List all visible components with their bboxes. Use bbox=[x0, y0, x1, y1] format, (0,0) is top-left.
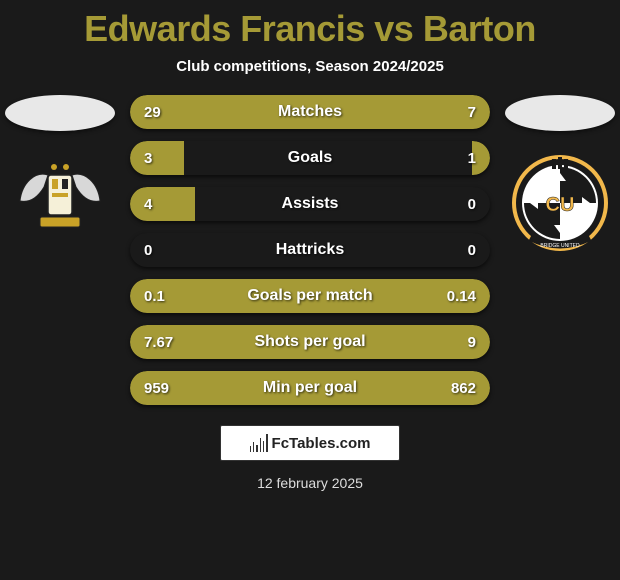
stat-row: 4 Assists 0 bbox=[130, 187, 490, 221]
stat-value-right: 0 bbox=[468, 187, 476, 221]
left-club-crest bbox=[10, 153, 110, 253]
chart-bar bbox=[263, 441, 264, 452]
svg-text:CU: CU bbox=[546, 194, 575, 216]
comparison-area: CU BRIDGE UNITED 29 Matches 7 3 Goals 1 … bbox=[0, 95, 620, 405]
stat-value-right: 7 bbox=[468, 95, 476, 129]
right-player-column: CU BRIDGE UNITED bbox=[500, 95, 620, 253]
stats-list: 29 Matches 7 3 Goals 1 4 Assists 0 0 Hat… bbox=[130, 95, 490, 405]
brand-badge[interactable]: FcTables.com bbox=[220, 425, 400, 461]
stat-value-right: 1 bbox=[468, 141, 476, 175]
stat-label: Assists bbox=[130, 187, 490, 221]
right-club-crest: CU BRIDGE UNITED bbox=[510, 153, 610, 253]
stat-row: 3 Goals 1 bbox=[130, 141, 490, 175]
svg-text:BRIDGE UNITED: BRIDGE UNITED bbox=[540, 243, 580, 249]
brand-text: FcTables.com bbox=[272, 435, 371, 452]
chart-bar bbox=[256, 445, 257, 452]
stat-value-right: 0 bbox=[468, 233, 476, 267]
stat-label: Hattricks bbox=[130, 233, 490, 267]
stat-label: Shots per goal bbox=[130, 325, 490, 359]
stat-value-right: 9 bbox=[468, 325, 476, 359]
player-ellipse-right bbox=[505, 95, 615, 131]
stat-label: Min per goal bbox=[130, 371, 490, 405]
chart-bar bbox=[253, 442, 254, 452]
date-text: 12 february 2025 bbox=[0, 475, 620, 491]
player-ellipse-left bbox=[5, 95, 115, 131]
stat-label: Goals per match bbox=[130, 279, 490, 313]
stat-row: 29 Matches 7 bbox=[130, 95, 490, 129]
page-title: Edwards Francis vs Barton bbox=[0, 0, 620, 50]
chart-bar bbox=[266, 434, 267, 452]
stat-value-right: 0.14 bbox=[447, 279, 476, 313]
stat-label: Matches bbox=[130, 95, 490, 129]
stat-row: 0.1 Goals per match 0.14 bbox=[130, 279, 490, 313]
stat-row: 959 Min per goal 862 bbox=[130, 371, 490, 405]
left-player-column bbox=[0, 95, 120, 253]
subtitle: Club competitions, Season 2024/2025 bbox=[0, 58, 620, 75]
chart-bar bbox=[260, 438, 261, 452]
chart-bar bbox=[250, 446, 251, 452]
stat-row: 0 Hattricks 0 bbox=[130, 233, 490, 267]
stat-value-right: 862 bbox=[451, 371, 476, 405]
stat-row: 7.67 Shots per goal 9 bbox=[130, 325, 490, 359]
stat-label: Goals bbox=[130, 141, 490, 175]
chart-icon bbox=[250, 434, 268, 452]
